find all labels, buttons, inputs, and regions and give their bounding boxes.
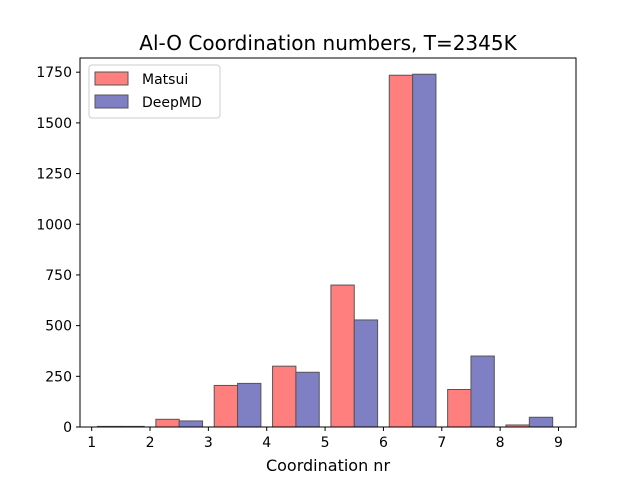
bar-deepmd-7	[470, 355, 495, 428]
y-tick-label: 1250	[36, 167, 72, 183]
y-tick-label: 1750	[36, 65, 72, 81]
y-tick-label: 0	[63, 420, 72, 436]
bar-deepmd-4	[295, 371, 320, 428]
legend: Matsui DeepMD	[88, 64, 221, 119]
bar-matsui-3	[213, 384, 239, 428]
legend-swatch-matsui	[94, 71, 129, 86]
legend-swatch-deepmd	[94, 94, 129, 109]
x-tick-label: 6	[379, 435, 388, 451]
bar-matsui-7	[447, 388, 472, 428]
x-tick-label: 9	[554, 435, 563, 451]
x-axis-label: Coordination nr	[266, 456, 390, 475]
y-tick-label: 750	[45, 268, 72, 284]
bar-deepmd-5	[353, 319, 379, 428]
y-tick-label: 500	[45, 319, 72, 335]
bar-deepmd-8	[528, 416, 554, 428]
bar-matsui-5	[330, 284, 355, 428]
bar-deepmd-3	[237, 382, 262, 428]
bar-matsui-4	[272, 365, 297, 428]
legend-label-matsui: Matsui	[142, 72, 188, 88]
x-tick-label: 2	[146, 435, 155, 451]
bars-group	[97, 73, 554, 428]
x-axis: 1 2 3 4 5 6 7 8 9	[87, 427, 563, 451]
bar-deepmd-6	[412, 73, 437, 428]
x-tick-label: 3	[204, 435, 213, 451]
bar-matsui-2	[155, 418, 180, 428]
bar-deepmd-2	[178, 420, 204, 428]
x-tick-label: 7	[437, 435, 446, 451]
bar-matsui-6	[388, 74, 414, 428]
y-tick-label: 1500	[36, 116, 72, 132]
plot-frame	[79, 57, 577, 428]
y-axis: 0 250 500 750 1000 1250 1500 1750	[36, 65, 80, 436]
x-tick-label: 1	[87, 435, 96, 451]
y-tick-label: 250	[45, 369, 72, 385]
y-tick-label: 1000	[36, 217, 72, 233]
x-tick-label: 5	[321, 435, 330, 451]
x-tick-label: 8	[496, 435, 505, 451]
x-tick-label: 4	[262, 435, 271, 451]
legend-label-deepmd: DeepMD	[142, 95, 202, 111]
chart-title: Al-O Coordination numbers, T=2345K	[139, 31, 517, 55]
